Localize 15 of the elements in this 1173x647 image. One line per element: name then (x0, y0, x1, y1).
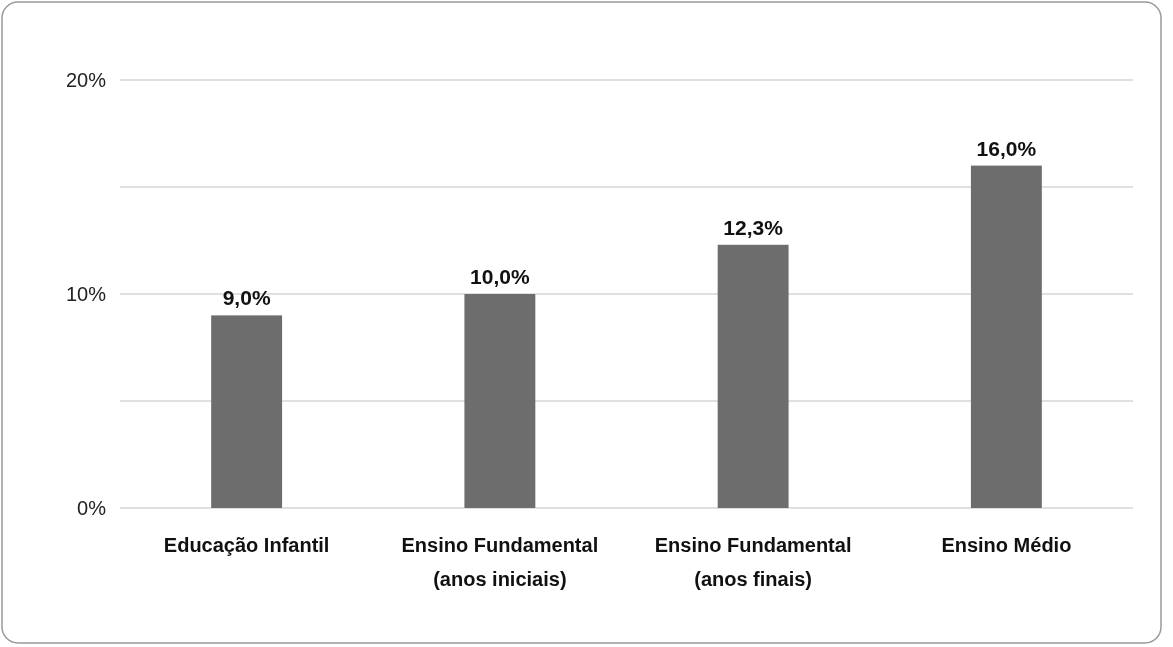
data-label: 16,0% (976, 136, 1037, 160)
bar (970, 165, 1042, 508)
x-tick-label: Ensino Fundamental (anos iniciais) (401, 534, 599, 590)
x-tick-label: Ensino Fundamental (anos finais) (654, 534, 852, 590)
data-label: 9,0% (222, 286, 271, 310)
bar (464, 294, 536, 508)
y-tick-label: 0% (77, 497, 107, 519)
x-tick-label: Educação Infantil (163, 534, 330, 556)
x-tick-label: Ensino Médio (941, 534, 1072, 556)
bar (211, 315, 283, 508)
y-tick-label: 20% (65, 69, 107, 91)
data-label: 10,0% (470, 265, 530, 288)
bar (717, 244, 789, 508)
data-label: 12,3% (723, 215, 784, 239)
y-tick-label: 10% (65, 283, 107, 305)
